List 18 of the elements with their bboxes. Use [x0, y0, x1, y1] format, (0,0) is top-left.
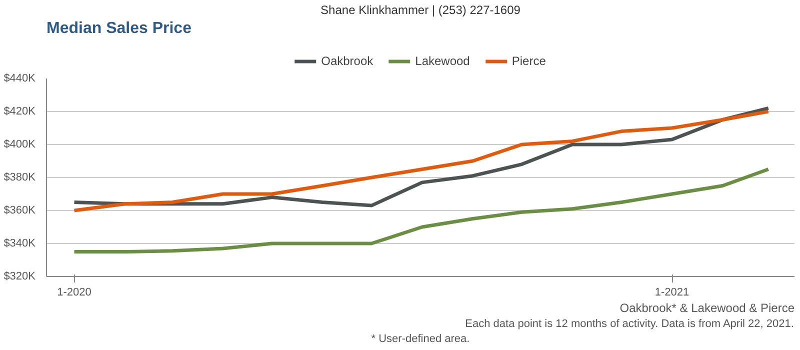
- y-tick-label: $340K: [4, 238, 36, 250]
- legend-label: Pierce: [512, 54, 546, 68]
- y-tick-label: $380K: [4, 172, 36, 184]
- x-tick-label: 1-2020: [57, 286, 92, 298]
- y-tick-label: $400K: [4, 138, 36, 150]
- y-tick-label: $440K: [4, 72, 36, 84]
- text: * User-defined area.: [371, 333, 470, 345]
- legend-label: Lakewood: [415, 54, 470, 68]
- y-tick-label: $320K: [4, 270, 36, 282]
- text: Each data point is 12 months of activity. Data is from April 22, 2021.: [465, 318, 794, 330]
- text: Oakbrook* & Lakewood & Pierce: [620, 301, 795, 315]
- y-tick-label: $420K: [4, 106, 36, 118]
- text: Shane Klinkhammer | (253) 227-1609: [320, 3, 521, 17]
- legend-label: Oakbrook: [321, 54, 374, 68]
- line-series: [72, 168, 770, 254]
- chart-title: Median Sales Price: [46, 20, 192, 37]
- y-tick-label: $360K: [4, 204, 36, 216]
- x-tick-label: 1-2021: [654, 286, 690, 298]
